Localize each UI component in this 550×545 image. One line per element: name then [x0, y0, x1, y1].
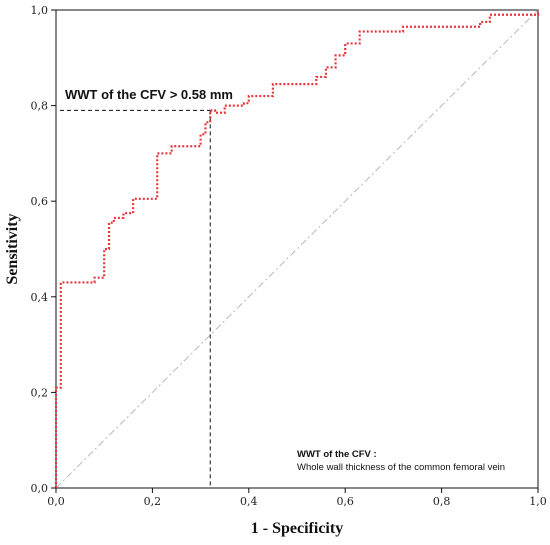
reference-diagonal [55, 9, 539, 489]
note-text: Whole wall thickness of the common femor… [297, 462, 505, 473]
y-tick-label: 1,0 [31, 4, 49, 17]
curve-layer [54, 10, 540, 488]
y-tick-label: 0,4 [31, 291, 49, 304]
y-tick-label: 0,0 [31, 482, 49, 495]
x-tick-label: 1,0 [529, 495, 547, 508]
x-tick-label: 0,6 [336, 495, 354, 508]
y-axis-title: Sensitivity [4, 213, 21, 284]
cutoff-label: WWT of the CFV > 0.58 mm [65, 87, 233, 102]
x-axis-title: 1 - Specificity [251, 520, 343, 537]
y-tick-label: 0,2 [31, 386, 49, 399]
x-tick-label: 0,4 [240, 495, 258, 508]
tick-layer: 0,0 0,2 0,4 0,6 0,8 1,0 0,0 0,2 0,4 0,6 0,8 1,0 [31, 4, 547, 508]
x-tick-label: 0,8 [433, 495, 451, 508]
roc-curve-series-1 [54, 10, 540, 488]
y-tick-label: 0,8 [31, 100, 49, 113]
y-tick-label: 0,6 [31, 195, 49, 208]
x-tick-label: 0,0 [47, 495, 65, 508]
reference-layer [55, 9, 539, 489]
x-tick-label: 0,2 [144, 495, 162, 508]
note-title: WWT of the CFV : [297, 449, 377, 460]
